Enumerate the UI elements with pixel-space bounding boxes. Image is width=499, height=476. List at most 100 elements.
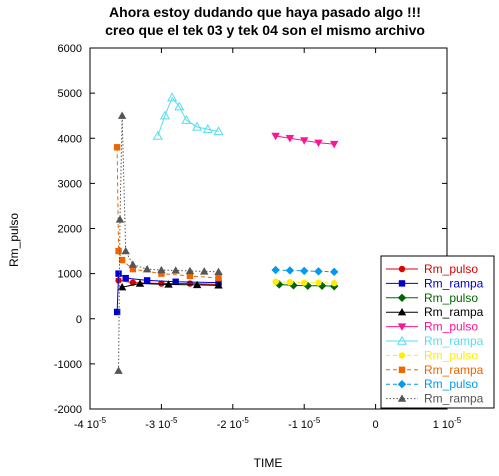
series-5-point (271, 132, 280, 141)
series-4-point (135, 279, 145, 287)
x-tick-mantissa: -4 10 (74, 419, 99, 431)
series-9-point (329, 267, 339, 277)
series-7 (272, 278, 338, 287)
legend-swatch-marker (396, 335, 408, 345)
series-10-point (157, 265, 166, 274)
series-4-point (192, 280, 202, 289)
series-7-point (330, 279, 338, 287)
series-10-point (200, 267, 209, 275)
series-10-point (142, 264, 152, 273)
legend-entry: Rm_rampa (386, 392, 484, 406)
series-10 (114, 111, 223, 374)
x-tick-mantissa: -2 10 (217, 419, 242, 431)
y-tick-label: -2000 (54, 404, 82, 416)
series-4-point (117, 282, 127, 291)
series-2-point (143, 277, 151, 284)
y-tick-label: 5000 (58, 88, 82, 100)
series-7-point (272, 278, 279, 285)
series-6-point (159, 110, 171, 120)
legend-label: Rm_rampa (424, 392, 484, 406)
x-tick-label: 1 10-5 (433, 416, 462, 431)
series-5-point (285, 135, 295, 143)
x-tick-exponent: -5 (99, 416, 107, 425)
series-6-point (202, 124, 213, 133)
series-4 (117, 279, 223, 291)
legend-entry: Rm_pulso (386, 320, 478, 334)
series-10-point (171, 266, 180, 274)
series-6-line (157, 96, 219, 137)
legend-entry: Rm_pulso (386, 262, 478, 276)
legend-swatch-marker (398, 352, 406, 359)
legend-swatch-marker (397, 323, 407, 331)
series-4-point (164, 280, 173, 288)
series-9-point (271, 265, 280, 275)
legend-swatch-marker (397, 293, 407, 302)
y-tick-label: 6000 (58, 43, 82, 55)
series-10-point (128, 260, 138, 268)
legend-swatch-marker (398, 265, 406, 273)
legend-label: Rm_rampa (424, 305, 484, 319)
x-tick-exponent: -5 (242, 416, 250, 425)
series-2-point (122, 274, 129, 282)
series-2 (113, 270, 222, 316)
series-8 (113, 144, 222, 282)
series-6 (152, 92, 224, 140)
legend-label: Rm_rampa (424, 363, 484, 377)
series-2-point (113, 308, 121, 316)
y-tick-label: -1000 (54, 359, 82, 371)
series-9 (271, 265, 339, 277)
series-7-point (315, 279, 322, 286)
series-6-point (181, 114, 192, 124)
x-tick-label: -1 10-5 (288, 416, 321, 431)
series-6-point (213, 126, 224, 136)
series-5-point (329, 140, 339, 149)
series-8-point (158, 270, 165, 277)
legend-entry: Rm_pulso (386, 291, 478, 305)
legend-label: Rm_rampa (424, 334, 484, 348)
series-10-point (121, 246, 130, 255)
series-10-line (118, 115, 219, 371)
series-1-point (186, 280, 194, 287)
chart-title-line-2: creo que el tek 03 y tek 04 son el mismo… (105, 22, 425, 38)
series-9-point (285, 266, 295, 275)
legend-entry: Rm_rampa (386, 334, 484, 348)
x-tick-mantissa: 1 10 (433, 419, 454, 431)
series-9-point (300, 266, 309, 276)
series-8-point (129, 265, 137, 273)
series-8-point (215, 274, 222, 282)
series-5-point (300, 137, 309, 145)
series-10-point (115, 215, 125, 223)
x-tick-exponent: -5 (313, 416, 321, 425)
series-8-line (116, 147, 219, 279)
legend-swatch-marker (397, 380, 407, 389)
y-tick-label: 1000 (58, 269, 82, 281)
legend-entry: Rm_rampa (386, 363, 484, 377)
series-6-point (174, 101, 185, 111)
legend: Rm_pulsoRm_rampaRm_pulsoRm_rampaRm_pulso… (380, 255, 495, 409)
y-tick-label: 0 (76, 314, 82, 326)
series-2-line (116, 272, 219, 312)
legend-label: Rm_pulso (424, 291, 478, 305)
legend-entry: Rm_pulso (386, 377, 478, 391)
y-axis-label: Rm_pulso (7, 213, 21, 267)
series-8-point (115, 247, 122, 255)
x-tick-label: -2 10-5 (217, 416, 250, 431)
x-tick-mantissa: -3 10 (145, 419, 170, 431)
x-tick-mantissa: -1 10 (288, 419, 313, 431)
series-10-point (114, 366, 123, 374)
series-4-point (214, 281, 223, 289)
legend-label: Rm_rampa (424, 276, 484, 290)
series-6-point (192, 121, 203, 131)
series-8-point (118, 256, 126, 264)
series-1-point (158, 280, 165, 287)
series-layer (113, 92, 339, 374)
legend-swatch-marker (398, 366, 406, 373)
x-axis: -4 10-5 -3 10-5 -2 10-5 -1 10-5 0 1 10-5 (74, 48, 462, 431)
x-axis-label: TIME (254, 456, 283, 470)
series-6-point (152, 130, 163, 140)
series-9-point (314, 267, 323, 276)
series-10-point (214, 267, 223, 276)
series-7-point (301, 279, 308, 286)
series-8-point (113, 144, 121, 151)
legend-label: Rm_pulso (424, 262, 478, 276)
